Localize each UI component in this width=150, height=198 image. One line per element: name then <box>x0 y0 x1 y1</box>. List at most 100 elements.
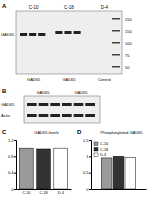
band <box>27 103 37 106</box>
band <box>20 33 27 36</box>
row-label: Actin <box>1 113 10 118</box>
legend-swatch <box>94 153 98 157</box>
plot-area <box>101 156 135 189</box>
chart-title: GAD65 levels <box>34 130 58 135</box>
bar <box>125 157 136 189</box>
tick-label: D-4 <box>58 191 64 195</box>
tick-mark <box>14 189 16 190</box>
tick-label: 1.5 <box>83 138 89 143</box>
chart: D Phosphorylated GAD65 0 0.5 1 1.5 C-10 C-18D-4 <box>77 129 147 192</box>
tick: 1 <box>86 154 91 159</box>
marker-band <box>112 54 120 56</box>
lane-label: GAD65 <box>62 77 76 82</box>
marker-label: 50 <box>125 65 130 70</box>
legend-label: C-18 <box>100 148 108 152</box>
tick-mark <box>89 189 91 190</box>
tick-label: C-10 <box>22 191 30 195</box>
y-axis: 0 0.4 0.8 1.2 <box>8 138 17 192</box>
tick-label: 1.2 <box>8 138 14 143</box>
tick: 1.2 <box>8 138 16 143</box>
band <box>50 114 60 117</box>
chart: C GAD65 levels 0 0.4 0.8 1.2 C-10 C-18 D-4 <box>2 129 72 195</box>
axis-line <box>14 141 17 190</box>
y-axis: 0 0.5 1 1.5 <box>83 138 92 192</box>
bar <box>54 148 68 189</box>
band <box>85 114 95 117</box>
tick-label: 0 <box>86 187 89 192</box>
bar <box>19 148 33 189</box>
tick-mark <box>14 173 16 174</box>
bar <box>101 158 112 189</box>
band <box>55 31 62 34</box>
band <box>50 103 60 106</box>
tick: 0 <box>86 187 91 192</box>
figure: AC-10GAD65C-18GAD65D-4ControlGAD65250150… <box>0 0 150 198</box>
lane-label: GAD65 <box>74 90 88 95</box>
tick: 0.8 <box>8 154 16 159</box>
band <box>39 103 49 106</box>
band <box>62 114 72 117</box>
lane-group-label: C-10 <box>29 5 39 10</box>
band <box>29 33 36 36</box>
band <box>74 103 84 106</box>
tick: D-4 <box>58 189 64 195</box>
marker-band <box>112 66 120 68</box>
tick-mark <box>89 173 91 174</box>
legend-label: C-10 <box>100 142 108 146</box>
tick-label: 1 <box>86 154 89 159</box>
tick-mark <box>14 140 16 141</box>
chart-title: Phosphorylated GAD65 <box>100 130 143 135</box>
band <box>27 114 37 117</box>
lane-label: Control <box>98 77 111 82</box>
axis-line <box>89 141 92 190</box>
tick: 1.5 <box>83 138 91 143</box>
legend-label: D-4 <box>100 153 106 157</box>
band-label: GAD65 <box>1 32 15 37</box>
tick-label: 0.4 <box>8 170 14 175</box>
band <box>38 33 45 36</box>
panel-label: C <box>2 129 7 135</box>
tick-label: 0.8 <box>8 154 14 159</box>
row-label: GAD65 <box>1 102 15 107</box>
panel-label: A <box>2 3 7 9</box>
tick-label: C-18 <box>39 191 47 195</box>
band <box>74 31 81 34</box>
marker-label: 250 <box>125 17 132 22</box>
lane-label: GAD65 <box>36 90 50 95</box>
x-axis <box>92 189 147 191</box>
tick-mark <box>89 156 91 157</box>
band <box>62 103 72 106</box>
lane-group-label: D-4 <box>101 5 109 10</box>
axis-line <box>92 189 147 190</box>
tick: 0 <box>11 187 16 192</box>
plot-area <box>19 148 67 189</box>
marker-band <box>112 18 120 20</box>
x-axis: C-10 C-18 D-4 <box>17 189 72 195</box>
blot <box>16 11 122 74</box>
bar <box>113 156 124 189</box>
legend-swatch <box>94 148 98 152</box>
tick-mark <box>89 140 91 141</box>
blot <box>24 96 100 123</box>
panel-label: D <box>77 129 82 135</box>
bar <box>37 149 51 189</box>
legend: C-10 C-18D-4 <box>94 142 108 157</box>
tick: 0.4 <box>8 170 16 175</box>
band <box>64 31 71 34</box>
tick: 0.5 <box>83 170 91 175</box>
marker-band <box>112 42 120 44</box>
marker-label: 150 <box>125 29 132 34</box>
tick-label: 0 <box>11 187 14 192</box>
lane-group-label: C-18 <box>64 5 74 10</box>
tick: C-10 <box>22 189 30 195</box>
marker-label: 75 <box>125 53 130 58</box>
lane-label: GAD65 <box>27 77 41 82</box>
band <box>39 114 49 117</box>
tick: C-18 <box>39 189 47 195</box>
legend-swatch <box>94 142 98 146</box>
band <box>85 103 95 106</box>
band <box>74 114 84 117</box>
marker-band <box>112 30 120 32</box>
panel-label: B <box>2 88 7 94</box>
tick-mark <box>14 156 16 157</box>
